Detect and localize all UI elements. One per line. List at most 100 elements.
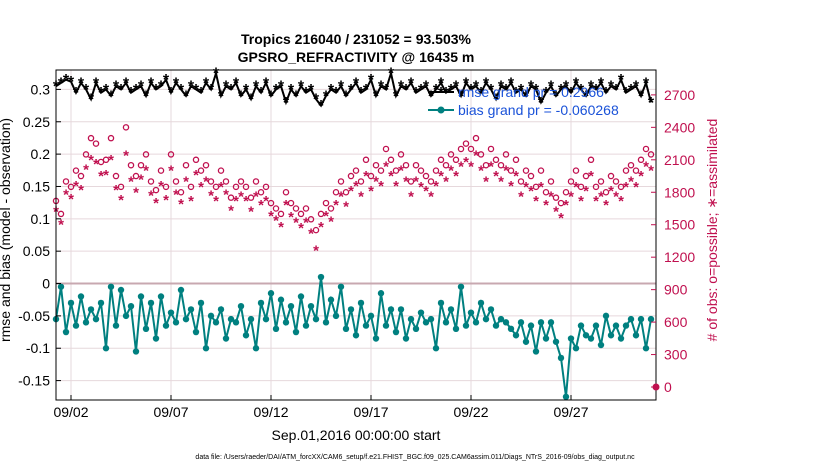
possible-obs-point <box>357 178 365 185</box>
assimilated-obs-point: * <box>383 158 389 175</box>
possible-obs-point <box>87 134 95 142</box>
assimilated-obs-point: * <box>448 163 454 180</box>
rmse-point: * <box>78 75 85 92</box>
bias-point <box>137 293 145 300</box>
y2-tick-label: 2700 <box>664 87 695 103</box>
possible-obs-point <box>562 189 570 196</box>
y2-tick-label: 2100 <box>664 152 695 168</box>
bias-point <box>67 299 75 307</box>
plot-frame <box>55 69 657 401</box>
assimilated-obs-point: * <box>243 193 249 210</box>
rmse-point: * <box>238 88 245 105</box>
assimilated-obs-point: * <box>623 179 629 196</box>
assimilated-obs-point: * <box>273 212 279 229</box>
possible-obs-point <box>247 194 255 201</box>
possible-obs-point <box>292 205 300 212</box>
rmse-point: * <box>283 95 290 112</box>
rmse-point: * <box>648 95 655 112</box>
possible-obs-point <box>287 199 295 207</box>
assimilated-obs-point: * <box>508 178 514 195</box>
assimilated-obs-point: * <box>333 197 339 214</box>
assimilated-obs-point: * <box>528 183 534 200</box>
possible-obs-point <box>457 145 465 153</box>
rmse-point: * <box>138 79 145 96</box>
bias-point <box>517 319 525 326</box>
rmse-point: * <box>128 85 135 102</box>
bias-point <box>587 335 595 342</box>
assimilated-obs-point: * <box>633 179 639 196</box>
possible-obs-point <box>497 161 505 169</box>
rmse-point: * <box>253 79 260 96</box>
possible-obs-point <box>117 183 125 191</box>
rmse-point: * <box>608 79 615 96</box>
assimilated-obs-point: * <box>173 186 179 203</box>
x-tick-label: 09/02 <box>53 404 88 420</box>
bias-point <box>522 338 530 345</box>
possible-obs-point <box>482 161 490 169</box>
possible-obs-point <box>222 178 230 185</box>
rmse-point: * <box>133 82 140 99</box>
bias-point <box>647 315 655 323</box>
rmse-point: * <box>118 82 125 99</box>
rmse-point: * <box>168 85 175 102</box>
rmse-point: * <box>213 66 220 83</box>
bias-point <box>412 325 420 333</box>
bias-point <box>567 335 575 342</box>
assimilated-obs-point: * <box>293 215 299 232</box>
possible-obs-point <box>177 189 185 196</box>
assimilated-obs-point: * <box>548 189 554 206</box>
assimilated-obs-point: * <box>413 173 419 190</box>
rmse-point: * <box>358 85 365 102</box>
assimilated-obs-point: * <box>158 178 164 195</box>
bias-point <box>277 296 285 303</box>
assimilated-obs-point: * <box>538 179 544 196</box>
bias-point <box>442 319 450 326</box>
bias-point <box>387 306 395 313</box>
rmse-point: * <box>443 85 450 102</box>
bias-point <box>342 325 350 333</box>
assimilated-obs-point: * <box>558 210 564 227</box>
assimilated-obs-point: * <box>638 168 644 185</box>
bias-point <box>107 283 115 290</box>
assimilated-obs-point: * <box>468 158 474 175</box>
assimilated-obs-point: * <box>543 197 549 214</box>
bias-point <box>77 293 85 300</box>
y-tick-label: 0.1 <box>31 211 51 227</box>
assimilated-obs-point: * <box>108 152 114 169</box>
bias-point <box>487 306 495 313</box>
bias-point <box>482 315 490 323</box>
assimilated-obs-point: * <box>118 192 124 209</box>
possible-obs-point <box>537 167 545 174</box>
bias-point <box>257 299 265 307</box>
y2-tick-label: 900 <box>664 282 688 298</box>
assimilated-obs-point: * <box>133 184 139 201</box>
bias-point <box>407 315 415 323</box>
bias-point <box>112 322 120 329</box>
rmse-point: * <box>438 75 445 92</box>
bias-point <box>127 302 135 310</box>
x-tick-label: 09/07 <box>153 404 188 420</box>
rmse-point: * <box>83 82 90 99</box>
y2-tick-label: 1500 <box>664 217 695 233</box>
possible-obs-point <box>107 134 115 142</box>
rmse-point: * <box>123 75 130 92</box>
y-tick-label: -0.15 <box>18 373 50 389</box>
assimilated-obs-point: * <box>463 154 469 171</box>
rmse-point: * <box>418 82 425 99</box>
possible-obs-point <box>277 210 285 218</box>
assimilated-obs-point: * <box>583 183 589 200</box>
x-axis-ticks: 09/02 09/07 09/12 09/17 09/22 09/27 <box>53 395 589 420</box>
possible-obs-point <box>412 161 420 169</box>
possible-obs-point <box>207 178 215 185</box>
possible-obs-point <box>527 172 535 180</box>
rmse-point: * <box>303 85 310 102</box>
assimilated-obs-point: * <box>178 196 184 213</box>
rmse-point: * <box>243 82 250 99</box>
assimilated-obs-point: * <box>63 186 69 203</box>
bias-point <box>352 332 360 339</box>
assimilated-obs-point: * <box>218 179 224 196</box>
bias-point <box>117 286 125 294</box>
bias-point <box>357 299 365 307</box>
assimilated-obs-point: * <box>488 158 494 175</box>
bias-point <box>617 335 625 342</box>
